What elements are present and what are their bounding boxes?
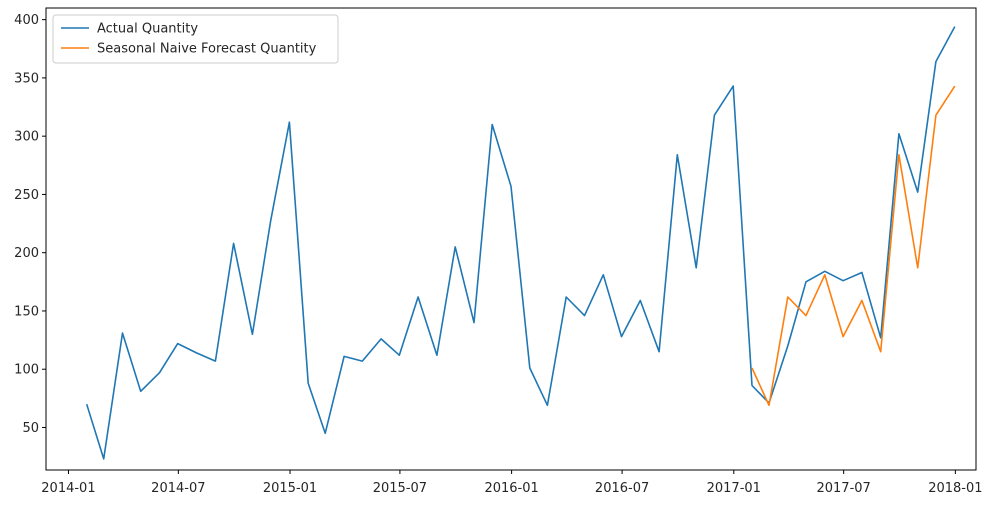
y-tick-label: 350	[14, 71, 39, 86]
y-tick-label: 50	[22, 421, 39, 436]
x-tick-label: 2016-01	[484, 481, 538, 496]
y-tick-label: 300	[14, 130, 39, 145]
series-line-actual	[85, 26, 956, 460]
plot-frame	[45, 7, 977, 471]
y-tick-label: 250	[14, 188, 39, 203]
x-tick-label: 2015-01	[263, 481, 317, 496]
legend-label-actual: Actual Quantity	[97, 22, 198, 37]
x-tick-label: 2015-07	[373, 481, 427, 496]
legend: Actual Quantity Seasonal Naive Forecast …	[52, 14, 339, 64]
series-line-forecast	[751, 85, 956, 407]
x-axis-ticks: 2014-01 2014-07 2015-01 2015-07 2016-01 2016-…	[41, 470, 983, 496]
y-tick-label: 100	[14, 363, 39, 378]
y-axis-ticks: 50 100 150 200 250 300 350 400	[14, 13, 46, 436]
x-tick-label: 2017-01	[707, 481, 761, 496]
x-tick-label: 2016-07	[595, 481, 649, 496]
x-tick-label: 2017-07	[816, 481, 870, 496]
x-tick-label: 2014-01	[41, 481, 95, 496]
series-layer	[85, 26, 956, 460]
x-tick-label: 2014-07	[151, 481, 205, 496]
legend-label-forecast: Seasonal Naive Forecast Quantity	[97, 42, 317, 57]
x-tick-label: 2018-01	[928, 481, 982, 496]
y-tick-label: 400	[14, 13, 39, 28]
legend-box	[52, 14, 339, 64]
y-tick-label: 150	[14, 304, 39, 319]
y-tick-label: 200	[14, 246, 39, 261]
